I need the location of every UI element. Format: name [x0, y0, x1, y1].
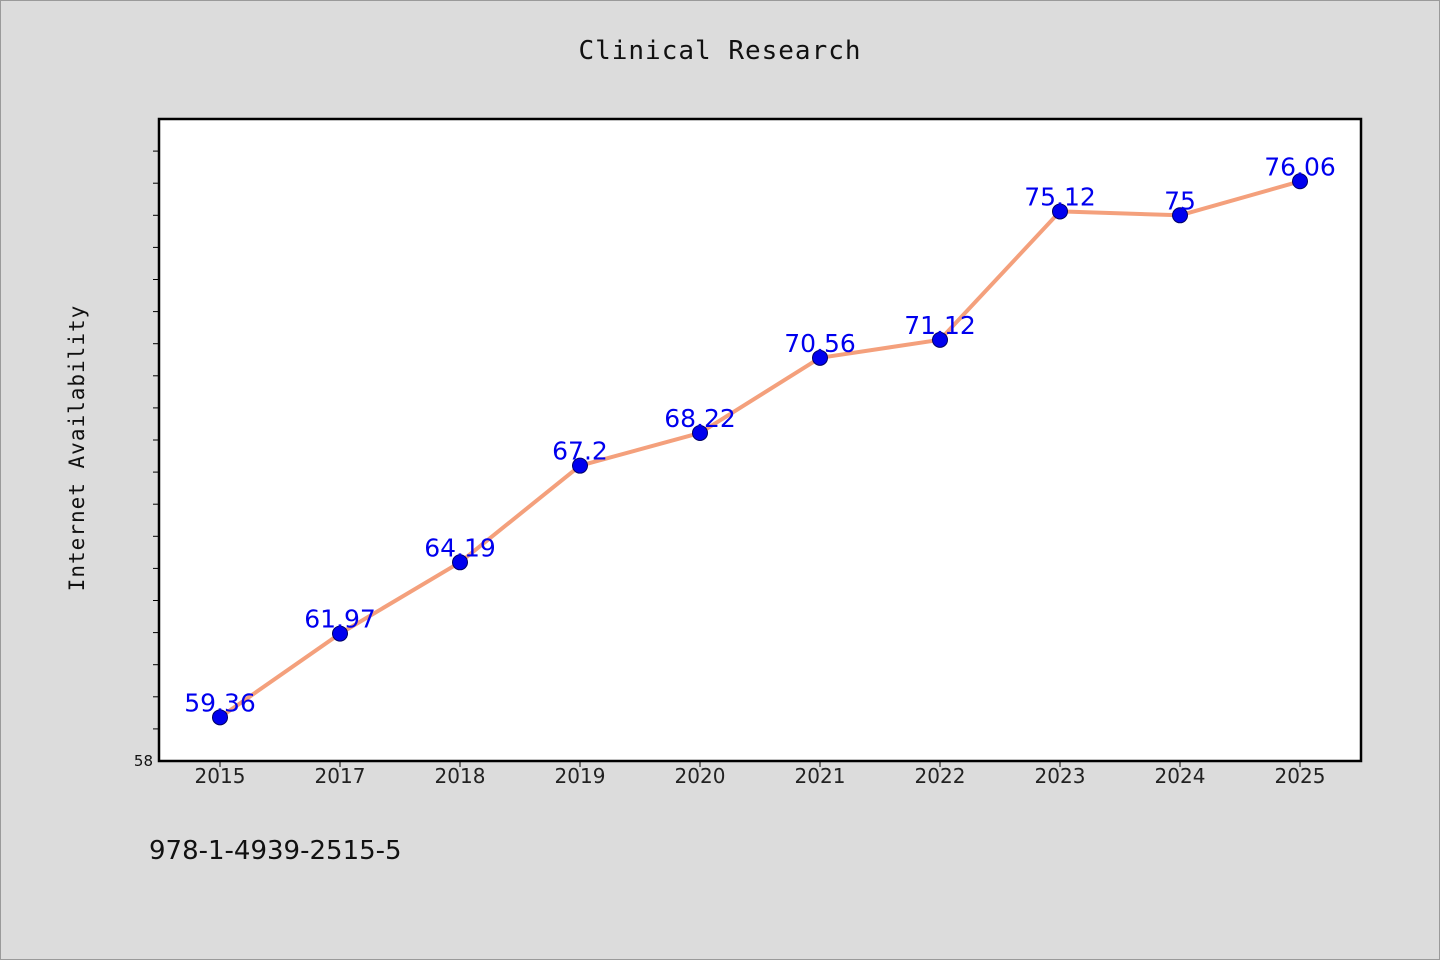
data-point: [692, 424, 708, 441]
data-label: 59.36: [184, 688, 256, 717]
data-label: 75: [1164, 186, 1196, 215]
x-tick-label: 2025: [1275, 764, 1326, 788]
footer-code: 978-1-4939-2515-5: [149, 836, 402, 866]
x-tick-label: 2020: [675, 764, 726, 788]
data-point: [932, 331, 948, 348]
data-point: [572, 457, 588, 474]
y-tick-label: 58: [134, 752, 153, 770]
x-tick-label: 2017: [315, 764, 366, 788]
data-label: 70.56: [784, 329, 856, 358]
data-point: [452, 554, 468, 571]
data-point: [1292, 173, 1308, 190]
y-axis-ticks: 58: [134, 150, 159, 770]
series-line: [218, 179, 1302, 720]
data-point: [212, 709, 228, 726]
plot-area: [157, 117, 1363, 763]
x-tick-label: 2024: [1155, 764, 1206, 788]
data-label: 61.97: [304, 605, 376, 634]
data-label: 71.12: [904, 311, 976, 340]
chart-title: Clinical Research: [578, 36, 862, 66]
x-tick-label: 2023: [1035, 764, 1086, 788]
data-point: [812, 349, 828, 366]
data-label: 68.22: [664, 404, 736, 433]
x-tick-label: 2021: [795, 764, 846, 788]
data-label: 67.2: [552, 437, 608, 466]
x-tick-label: 2022: [915, 764, 966, 788]
x-tick-label: 2018: [435, 764, 486, 788]
x-axis-ticks: 2015 2017 2018 2019 2020 2021 2022 2023 2024 2025: [195, 761, 1326, 788]
series-layer: 59.36 61.97 64.19 67.2 68.22 70.56 71.12 75.12 7…: [184, 152, 1336, 726]
x-tick-label: 2019: [555, 764, 606, 788]
data-point: [1052, 203, 1068, 220]
x-tick-label: 2015: [195, 764, 246, 788]
data-label: 75.12: [1024, 182, 1096, 211]
data-point: [1172, 207, 1188, 224]
data-label: 64.19: [424, 533, 496, 562]
data-label: 76.06: [1264, 152, 1336, 181]
data-point: [332, 625, 348, 642]
